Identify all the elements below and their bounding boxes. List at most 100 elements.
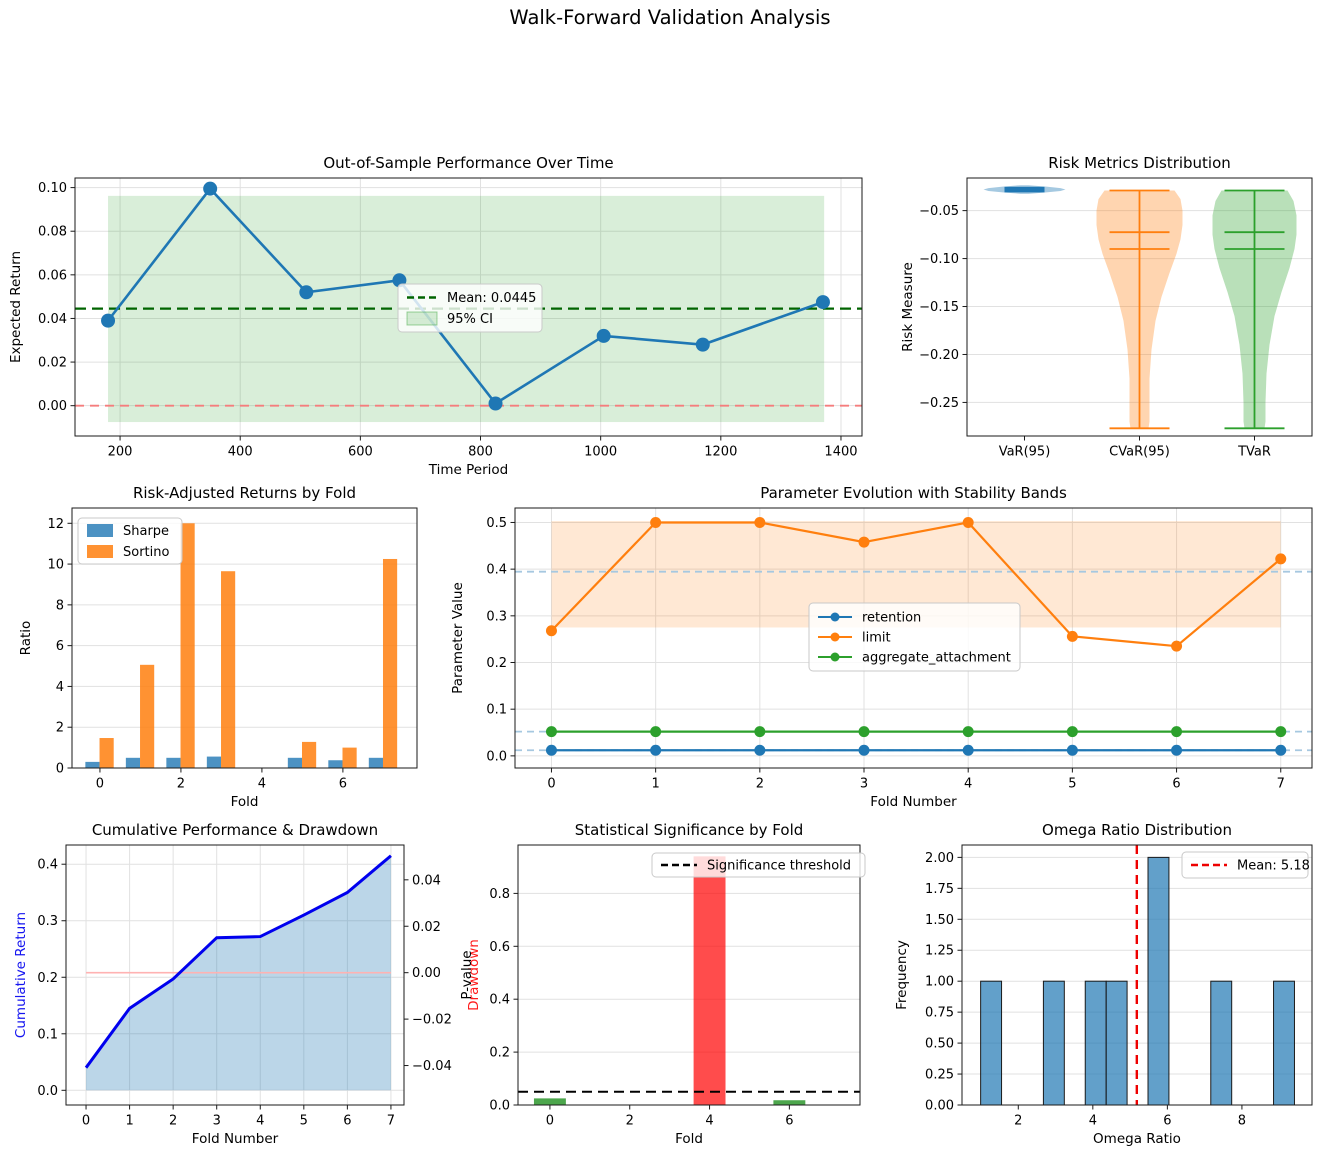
data-point xyxy=(101,313,116,328)
data-point xyxy=(299,285,314,300)
svg-text:Fold Number: Fold Number xyxy=(870,794,957,810)
svg-text:0.04: 0.04 xyxy=(38,312,67,327)
histogram-bar xyxy=(1210,980,1233,1106)
svg-text:Sharpe: Sharpe xyxy=(123,524,169,539)
data-point xyxy=(1275,553,1287,565)
svg-text:8: 8 xyxy=(1238,1114,1246,1129)
bar-sharpe xyxy=(166,757,181,768)
svg-text:−0.10: −0.10 xyxy=(919,252,959,267)
svg-text:10: 10 xyxy=(47,558,64,573)
bar-sortino xyxy=(382,558,398,768)
svg-text:2: 2 xyxy=(169,1114,177,1129)
svg-text:1200: 1200 xyxy=(704,445,737,460)
axes-frame: 0 1 2 3 4 5 6 7 0.0 0.1 0.2 0.3 0.4 0.04 0.02 0.00 −0.02… xyxy=(13,821,482,1147)
svg-text:Mean: 5.18: Mean: 5.18 xyxy=(1237,859,1310,874)
svg-text:7: 7 xyxy=(387,1114,395,1129)
svg-text:0.0: 0.0 xyxy=(486,749,507,764)
histogram-bar xyxy=(1084,980,1107,1106)
svg-text:Risk Measure: Risk Measure xyxy=(900,262,916,352)
svg-text:0.2: 0.2 xyxy=(489,1046,510,1061)
svg-text:0: 0 xyxy=(56,762,64,777)
gridlines xyxy=(515,508,1312,768)
svg-text:2.00: 2.00 xyxy=(925,851,954,866)
data-point xyxy=(962,726,974,738)
series-limit xyxy=(545,516,1287,652)
legend: Sharpe Sortino xyxy=(77,517,183,565)
bar-sharpe xyxy=(206,756,222,768)
svg-text:Sortino: Sortino xyxy=(123,545,169,560)
svg-text:0.3: 0.3 xyxy=(486,609,507,624)
svg-text:800: 800 xyxy=(468,445,493,460)
svg-text:6: 6 xyxy=(339,777,347,792)
svg-text:4: 4 xyxy=(56,680,64,695)
svg-text:95% CI: 95% CI xyxy=(447,312,493,327)
svg-text:−0.04: −0.04 xyxy=(412,1059,452,1074)
svg-text:1400: 1400 xyxy=(824,445,857,460)
svg-text:Parameter Value: Parameter Value xyxy=(450,582,466,694)
svg-text:0.00: 0.00 xyxy=(38,399,67,414)
svg-text:0.8: 0.8 xyxy=(489,887,510,902)
svg-text:0.02: 0.02 xyxy=(38,356,67,371)
svg-text:0.50: 0.50 xyxy=(925,1037,954,1052)
svg-text:retention: retention xyxy=(862,611,921,626)
violin-CVaR(95) xyxy=(1096,189,1183,430)
axes-frame: 2 4 6 8 0.00 0.25 0.50 0.75 1.00 1.25 1.50 1.75 2.00… xyxy=(894,821,1313,1147)
svg-text:0.75: 0.75 xyxy=(925,1006,954,1021)
histogram-bar xyxy=(1105,980,1128,1106)
svg-text:6: 6 xyxy=(1172,777,1180,792)
gridlines xyxy=(967,210,1312,403)
svg-text:6: 6 xyxy=(343,1114,351,1129)
bar-sharpe xyxy=(368,757,383,768)
svg-text:−0.25: −0.25 xyxy=(919,396,959,411)
histogram-bar xyxy=(1042,980,1065,1106)
svg-text:0.02: 0.02 xyxy=(412,920,441,935)
svg-text:0.1: 0.1 xyxy=(486,703,507,718)
svg-text:0: 0 xyxy=(96,777,104,792)
svg-text:600: 600 xyxy=(348,445,373,460)
legend: Mean: 0.0445 95% CI xyxy=(397,283,543,333)
svg-text:−0.05: −0.05 xyxy=(919,204,959,219)
svg-text:−0.20: −0.20 xyxy=(919,348,959,363)
cumulative-line xyxy=(84,854,392,1069)
bar-sharpe xyxy=(287,757,302,768)
data-point xyxy=(392,273,407,288)
svg-text:Out-of-Sample Performance Over: Out-of-Sample Performance Over Time xyxy=(323,154,613,172)
data-point xyxy=(1275,726,1287,738)
svg-text:0.1: 0.1 xyxy=(37,1027,58,1042)
data-point xyxy=(203,181,218,196)
svg-text:−0.15: −0.15 xyxy=(919,300,959,315)
svg-text:2: 2 xyxy=(756,777,764,792)
svg-text:1.50: 1.50 xyxy=(925,913,954,928)
svg-text:Significance threshold: Significance threshold xyxy=(707,859,851,874)
svg-text:0.3: 0.3 xyxy=(37,914,58,929)
svg-text:0.4: 0.4 xyxy=(486,563,507,578)
axes-frame: 0 2 4 6 0 2 4 6 8 10 12 Risk-Adjusted Returns by Fo… xyxy=(18,484,418,810)
omega-histogram-bars xyxy=(980,856,1295,1106)
svg-text:400: 400 xyxy=(228,445,253,460)
svg-text:Ratio: Ratio xyxy=(18,621,34,656)
svg-text:4: 4 xyxy=(1089,1114,1097,1129)
data-point xyxy=(1171,640,1183,652)
legend: Mean: 5.18 xyxy=(1181,851,1310,879)
data-point xyxy=(1066,630,1078,642)
figure-title: Walk-Forward Validation Analysis xyxy=(509,6,831,29)
stability-band xyxy=(551,521,1281,628)
svg-text:1.25: 1.25 xyxy=(925,944,954,959)
data-point xyxy=(650,516,662,528)
data-point xyxy=(596,328,611,343)
pvalue-bars xyxy=(533,856,806,1105)
data-point xyxy=(754,744,766,756)
svg-text:3: 3 xyxy=(213,1114,221,1129)
svg-text:Drawdown: Drawdown xyxy=(466,939,482,1011)
data-point xyxy=(754,726,766,738)
svg-text:Risk-Adjusted Returns by Fold: Risk-Adjusted Returns by Fold xyxy=(133,484,356,502)
data-point xyxy=(695,337,710,352)
svg-text:0: 0 xyxy=(547,777,555,792)
bar-pvalue xyxy=(693,856,726,1105)
svg-text:2: 2 xyxy=(1014,1114,1022,1129)
data-point xyxy=(1066,726,1078,738)
svg-text:1.00: 1.00 xyxy=(925,975,954,990)
